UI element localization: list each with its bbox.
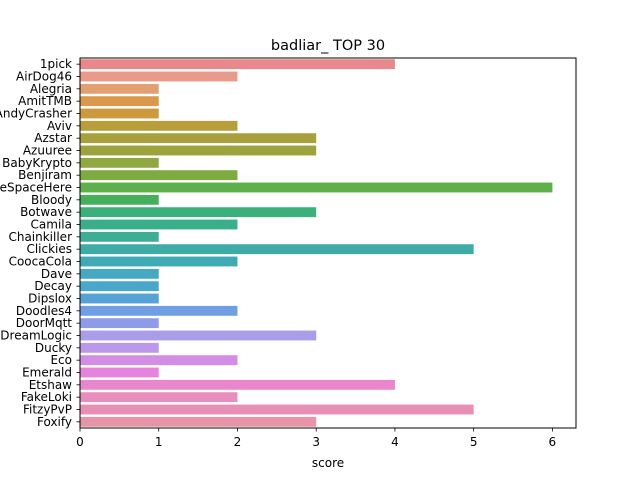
y-tick-label: Chainkiller bbox=[8, 230, 72, 244]
bar-FakeLoki bbox=[80, 392, 238, 403]
x-tick-label: 5 bbox=[470, 435, 478, 449]
bar-Azuuree bbox=[80, 145, 317, 156]
bar-Ducky bbox=[80, 342, 159, 353]
y-tick-label: Ducky bbox=[35, 341, 72, 355]
y-tick-label: Emerald bbox=[22, 366, 72, 380]
bar-Clickies bbox=[80, 244, 474, 255]
y-tick-label: Aviv bbox=[47, 119, 72, 133]
bar-Alegria bbox=[80, 83, 159, 94]
y-tick-label: Clickies bbox=[26, 242, 72, 256]
y-tick-label: Foxify bbox=[37, 415, 72, 429]
bar-Doodles4 bbox=[80, 305, 238, 316]
x-tick-label: 2 bbox=[234, 435, 242, 449]
bar-Dave bbox=[80, 268, 159, 279]
x-tick-label: 1 bbox=[155, 435, 163, 449]
y-tick-label: Dave bbox=[41, 267, 72, 281]
y-tick-label: Azstar bbox=[34, 131, 72, 145]
y-tick-label: 1pick bbox=[40, 57, 72, 71]
y-tick-label: AirDog46 bbox=[16, 70, 72, 84]
y-tick-label: BabyKrypto bbox=[2, 156, 72, 170]
bar-Bloody bbox=[80, 194, 159, 205]
bar-Chainkiller bbox=[80, 231, 159, 242]
bars-group bbox=[80, 59, 553, 427]
y-tick-label: AmitTMB bbox=[18, 94, 72, 108]
bar-Botwave bbox=[80, 207, 317, 218]
bar-Azstar bbox=[80, 133, 317, 144]
y-tick-label: FitzyPvP bbox=[23, 403, 72, 417]
bar-Decay bbox=[80, 281, 159, 292]
x-axis-label: score bbox=[312, 456, 344, 470]
x-tick-label: 3 bbox=[312, 435, 320, 449]
y-tick-label: Etshaw bbox=[29, 378, 72, 392]
y-tick-label: Decay bbox=[34, 279, 72, 293]
bar-Aviv bbox=[80, 120, 238, 131]
y-tick-label: Benjiram bbox=[18, 168, 72, 182]
y-tick-label: AndyCrasher bbox=[0, 107, 72, 121]
bar-Etshaw bbox=[80, 379, 395, 390]
y-tick-label: Camila bbox=[31, 218, 72, 232]
y-tick-label: Eco bbox=[50, 353, 72, 367]
bar-Benjiram bbox=[80, 170, 238, 181]
bar-AmitTMB bbox=[80, 96, 159, 107]
x-tick-label: 0 bbox=[76, 435, 84, 449]
y-tick-label: Botwave bbox=[20, 205, 72, 219]
bar-Emerald bbox=[80, 367, 159, 378]
y-tick-label: Doodles4 bbox=[16, 304, 72, 318]
bar-BabyKrypto bbox=[80, 157, 159, 168]
bar-CoocaCola bbox=[80, 256, 238, 267]
y-tick-label: DoorMqtt bbox=[16, 316, 73, 330]
y-tick-label: Bloody bbox=[31, 193, 72, 207]
y-tick-label: FakeLoki bbox=[21, 390, 72, 404]
bar-Foxify bbox=[80, 416, 317, 427]
bar-1pick bbox=[80, 59, 395, 70]
x-axis-ticks: 0 1 2 3 4 5 6 bbox=[76, 428, 556, 449]
bar-AndyCrasher bbox=[80, 108, 159, 119]
bar-FitzyPvP bbox=[80, 404, 474, 415]
y-axis-ticks: 1pickAirDog46AlegriaAmitTMBAndyCrasherAv… bbox=[0, 57, 80, 429]
y-tick-label: Dipslox bbox=[28, 292, 72, 306]
chart-title: badliar_ TOP 30 bbox=[271, 38, 385, 54]
bar-Camila bbox=[80, 219, 238, 230]
y-tick-label: Azuuree bbox=[23, 144, 72, 158]
x-tick-label: 6 bbox=[549, 435, 557, 449]
x-tick-label: 4 bbox=[391, 435, 399, 449]
y-tick-label: Alegria bbox=[30, 82, 72, 96]
y-tick-label: DreamLogic bbox=[0, 329, 72, 343]
y-tick-label: BeSpaceHere bbox=[0, 181, 72, 195]
bar-AirDog46 bbox=[80, 71, 238, 82]
plot-frame bbox=[79, 57, 577, 429]
bar-DoorMqtt bbox=[80, 318, 159, 329]
bar-DreamLogic bbox=[80, 330, 317, 341]
y-tick-label: CoocaCola bbox=[9, 255, 72, 269]
bar-Eco bbox=[80, 355, 238, 366]
bar-BeSpaceHere bbox=[80, 182, 553, 193]
bar-Dipslox bbox=[80, 293, 159, 304]
